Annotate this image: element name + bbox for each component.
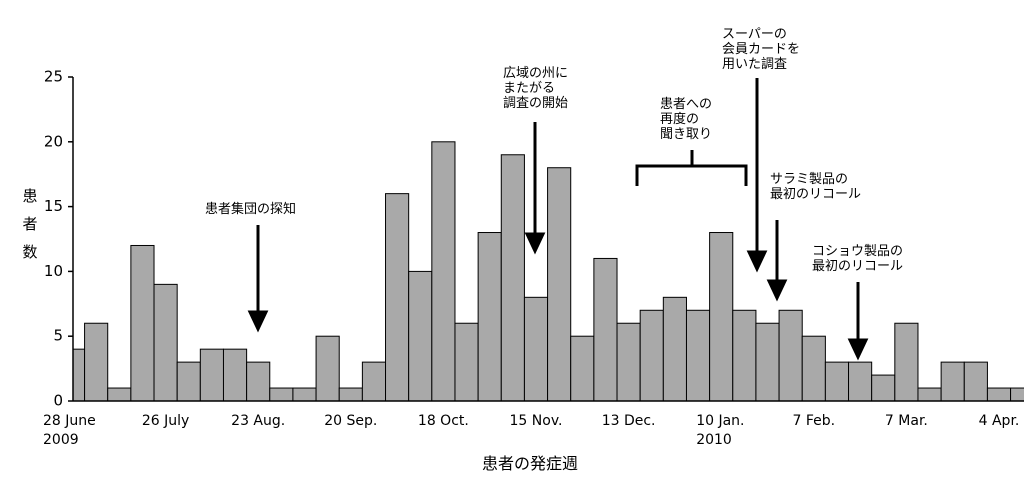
bar [1010, 387, 1024, 402]
x-tick-label: 18 Oct. [417, 413, 469, 429]
annotation: 広域の州に またがる 調査の開始 [503, 66, 569, 111]
bar [940, 361, 965, 402]
bar [917, 387, 942, 402]
bar [547, 167, 572, 402]
bar [709, 232, 734, 402]
annotation: スーパーの 会員カードを 用いた調査 [722, 27, 801, 72]
bar [338, 387, 363, 402]
bar [246, 361, 271, 402]
arrowhead [247, 310, 269, 333]
arrowhead [847, 338, 869, 361]
bar [685, 309, 711, 402]
bar [130, 244, 155, 402]
bar [755, 322, 780, 402]
annotation: サラミ製品の 最初のリコール [770, 172, 862, 202]
bar [848, 361, 873, 402]
bar [176, 361, 201, 402]
bar [153, 283, 178, 402]
arrowhead [766, 279, 788, 302]
bar [292, 387, 317, 402]
bar [107, 387, 132, 402]
bar [315, 335, 340, 402]
arrowhead [524, 232, 546, 255]
y-tick-label: 10 [44, 262, 63, 280]
bar [778, 309, 803, 402]
bar [361, 361, 387, 402]
bar [801, 335, 826, 402]
bar [986, 387, 1012, 402]
x-axis-label: 患者の発症週 [481, 454, 578, 473]
x-tick-label: 26 July [141, 413, 190, 429]
bar [454, 322, 479, 402]
bar [871, 374, 896, 402]
bar [662, 296, 687, 402]
x-tick-label: 13 Dec. [601, 413, 656, 429]
x-tick-label: 20 Sep. [324, 413, 378, 429]
bar [894, 322, 919, 402]
y-axis-label: 患 者 数 [22, 187, 38, 261]
y-tick-label: 0 [53, 392, 63, 410]
bar [477, 232, 502, 402]
bar [199, 348, 224, 402]
x-tick-label: 15 Nov. [509, 413, 563, 429]
bar [639, 309, 664, 402]
y-tick-label: 20 [44, 132, 63, 150]
x-tick-label: 4 Apr. [978, 413, 1020, 429]
annotation: 患者への 再度の 聞き取り [660, 97, 713, 142]
bar [431, 141, 456, 402]
bar [593, 257, 618, 402]
y-tick-label: 25 [44, 68, 63, 86]
x-tick-label: 7 Mar. [884, 413, 928, 429]
bar [408, 270, 433, 402]
x-tick-label: 7 Feb. [792, 413, 836, 429]
bar [570, 335, 595, 402]
annotation: 患者集団の探知 [205, 202, 297, 217]
x-tick-label: 28 June 2009 [43, 413, 96, 448]
y-tick-label: 15 [44, 197, 63, 215]
annotation: コショウ製品の 最初のリコール [812, 244, 904, 274]
bar [963, 361, 988, 402]
bar [500, 154, 525, 402]
bar [84, 322, 109, 402]
bar [616, 322, 641, 402]
bar [269, 387, 294, 402]
bar [732, 309, 757, 402]
bracket [635, 164, 748, 186]
arrowhead [746, 250, 768, 273]
x-tick-label: 23 Aug. [231, 413, 286, 429]
x-tick-label: 10 Jan. 2010 [696, 413, 745, 448]
y-tick-label: 5 [53, 327, 63, 345]
bar [385, 193, 410, 402]
bar [523, 296, 549, 402]
bar [824, 361, 850, 402]
bar [222, 348, 248, 402]
